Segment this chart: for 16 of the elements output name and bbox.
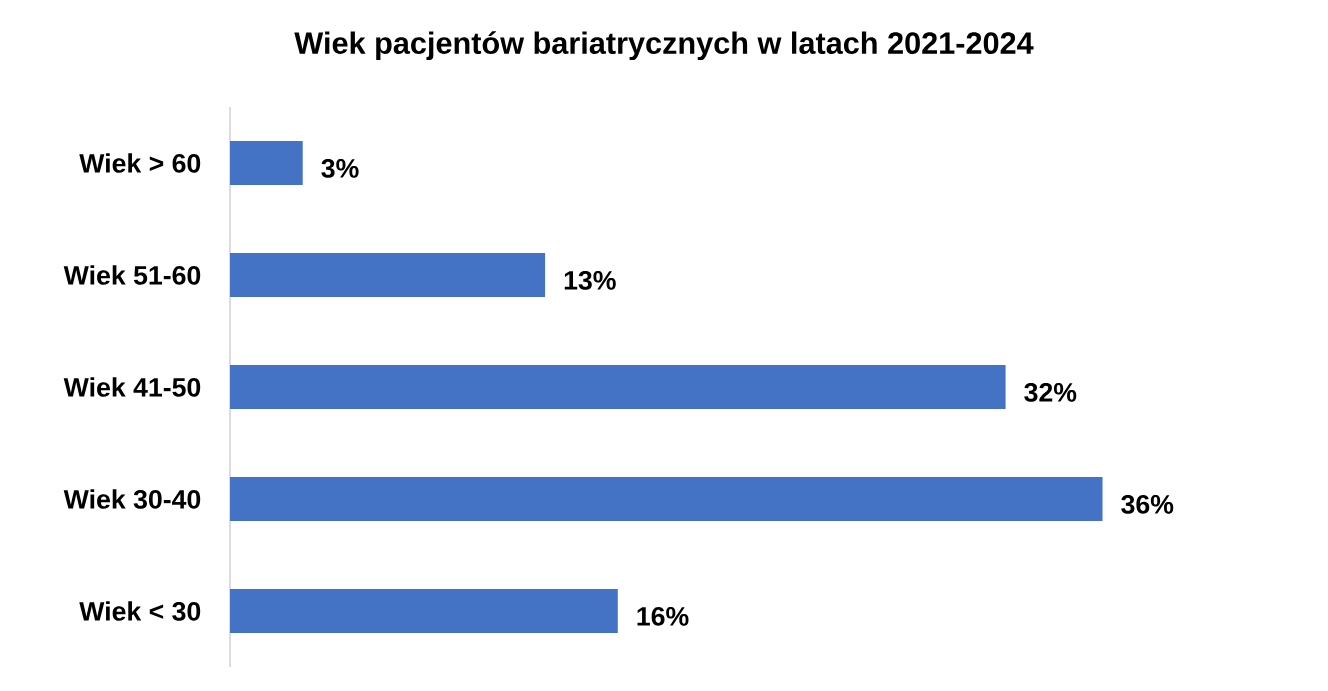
y-tick-label: Wiek 51-60 [63, 265, 201, 285]
y-tick-label: Wiek < 30 [79, 601, 201, 621]
bar [230, 588, 618, 633]
bar [230, 252, 546, 297]
bar [230, 140, 303, 185]
data-label: 3% [321, 158, 359, 178]
y-tick-label: Wiek 41-50 [63, 377, 201, 397]
data-label: 13% [564, 270, 616, 290]
data-label: 36% [1121, 494, 1174, 514]
chart-title: Wiek pacjentów bariatrycznych w latach 2021-2024 [294, 31, 1034, 61]
y-tick-label: Wiek 30-40 [63, 489, 201, 509]
data-label: 32% [1024, 382, 1077, 402]
y-tick-label: Wiek > 60 [79, 153, 201, 173]
bar [230, 364, 1006, 409]
bar [230, 476, 1103, 521]
data-label: 16% [637, 606, 689, 626]
